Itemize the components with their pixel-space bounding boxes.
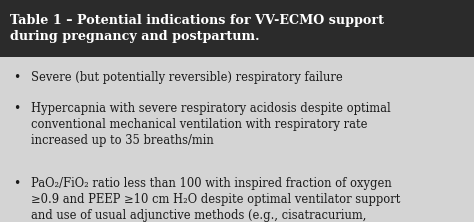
Text: •: • [13, 102, 20, 115]
Text: Severe (but potentially reversible) respiratory failure: Severe (but potentially reversible) resp… [31, 71, 343, 84]
FancyBboxPatch shape [0, 0, 474, 57]
Text: Table 1 – Potential indications for VV-ECMO support
during pregnancy and postpar: Table 1 – Potential indications for VV-E… [10, 14, 384, 43]
Text: •: • [13, 71, 20, 84]
Text: PaO₂/FiO₂ ratio less than 100 with inspired fraction of oxygen
≥0.9 and PEEP ≥10: PaO₂/FiO₂ ratio less than 100 with inspi… [31, 177, 403, 222]
Text: •: • [13, 177, 20, 190]
Text: Hypercapnia with severe respiratory acidosis despite optimal
conventional mechan: Hypercapnia with severe respiratory acid… [31, 102, 391, 147]
FancyBboxPatch shape [0, 57, 474, 222]
